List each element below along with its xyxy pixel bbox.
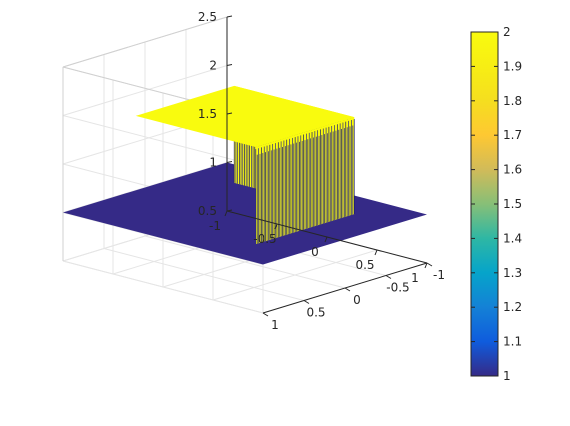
z-tick xyxy=(226,15,233,18)
z-tick xyxy=(226,209,233,212)
grid-line xyxy=(62,115,264,168)
z-tick-label: 1 xyxy=(209,156,217,170)
y-tick xyxy=(426,262,433,267)
x-tick-label: -1 xyxy=(209,219,221,233)
x-tick-label: 0 xyxy=(311,245,319,259)
y-tick-label: 1 xyxy=(271,318,279,332)
x-tick-label: -0.5 xyxy=(253,232,276,246)
colorbar-tick-label: 1.8 xyxy=(503,94,522,108)
colorbar-tick-label: 1 xyxy=(503,369,511,383)
z-tick xyxy=(226,64,233,66)
surface-plateau xyxy=(135,85,355,148)
colorbar-tick-label: 1.7 xyxy=(503,128,522,142)
colorbar-tick-label: 1.4 xyxy=(503,231,522,245)
grid-line xyxy=(62,65,228,116)
colorbar-tick-label: 2 xyxy=(503,25,511,39)
x-tick xyxy=(424,262,428,269)
z-tick-label: 2.5 xyxy=(198,10,217,24)
grid-line xyxy=(144,235,346,289)
colorbar-tick-label: 1.5 xyxy=(503,197,522,211)
y-tick xyxy=(385,275,392,279)
x-tick xyxy=(224,210,228,217)
x-tick xyxy=(274,223,278,230)
colorbar-tick-label: 1.9 xyxy=(503,59,522,73)
z-tick-label: 1.5 xyxy=(198,107,217,121)
box-edge xyxy=(62,16,228,68)
colorbar xyxy=(470,31,499,377)
colorbar-tick-label: 1.1 xyxy=(503,335,522,349)
y-tick xyxy=(344,287,351,292)
y-tick-label: -1 xyxy=(433,268,445,282)
x-tick-label: 1 xyxy=(411,271,419,285)
x-tick-label: 0.5 xyxy=(355,258,374,272)
y-tick-label: -0.5 xyxy=(386,281,409,295)
grid-line xyxy=(62,260,264,314)
x-tick xyxy=(324,236,328,243)
colorbar-tick-label: 1.6 xyxy=(503,163,522,177)
grid-line xyxy=(103,248,305,301)
y-tick-label: 0 xyxy=(353,293,361,307)
z-tick-label: 0.5 xyxy=(198,204,217,218)
x-tick xyxy=(374,249,378,256)
colorbar-tick-label: 1.2 xyxy=(503,300,522,314)
y-tick-label: 0.5 xyxy=(306,306,325,320)
z-tick xyxy=(226,161,233,163)
y-tick xyxy=(262,312,269,317)
y-tick xyxy=(303,300,310,304)
z-tick xyxy=(226,112,233,115)
z-tick-label: 2 xyxy=(209,59,217,73)
colorbar-tick-label: 1.3 xyxy=(503,266,522,280)
